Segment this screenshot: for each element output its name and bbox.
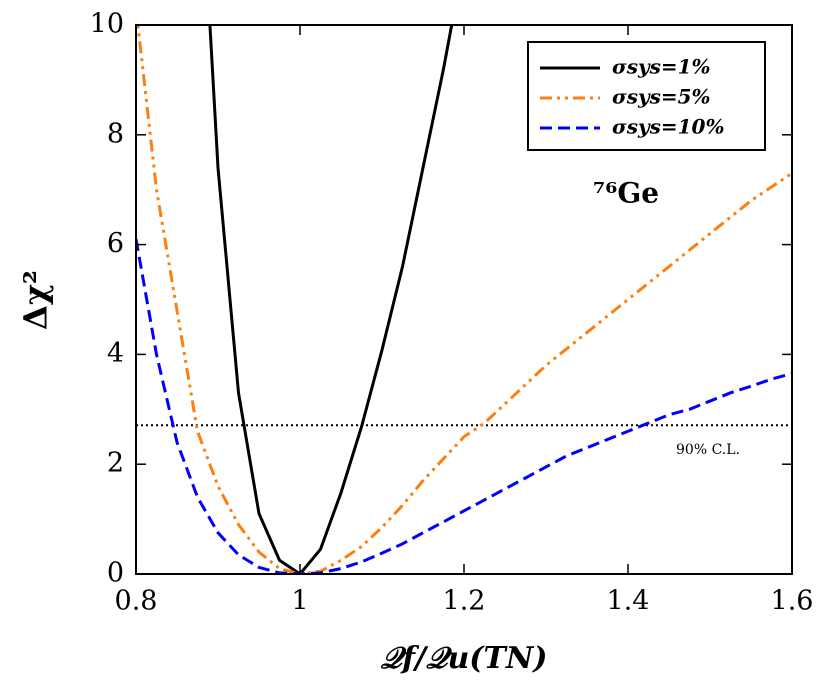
y-tick-label: 2 [107, 448, 124, 479]
y-axis-label: Δχ² [17, 270, 55, 330]
y-tick-label: 6 [107, 228, 124, 259]
x-tick-label: 1.4 [607, 586, 650, 617]
series-line [208, 25, 454, 574]
x-tick-label: 1.2 [443, 586, 486, 617]
y-tick-label: 4 [107, 338, 124, 369]
x-tick-label: 1 [291, 586, 308, 617]
legend-box [527, 41, 766, 151]
legend-label: σsys=1% [612, 55, 711, 79]
reference-label: 90% C.L. [676, 442, 740, 458]
y-tick-label: 10 [90, 9, 124, 40]
legend-label: σsys=10% [612, 115, 724, 139]
annotation: ⁷⁶Ge [593, 177, 659, 210]
series-line [136, 238, 792, 574]
y-tick-label: 0 [107, 558, 124, 589]
series-line [136, 25, 792, 574]
y-tick-label: 8 [107, 118, 124, 149]
plot-area [136, 25, 792, 574]
x-axis-label: 𝒬f/𝒬u(TN) [381, 641, 548, 676]
x-tick-label: 0.8 [115, 586, 158, 617]
x-tick-label: 1.6 [771, 586, 814, 617]
legend-label: σsys=5% [612, 85, 711, 109]
